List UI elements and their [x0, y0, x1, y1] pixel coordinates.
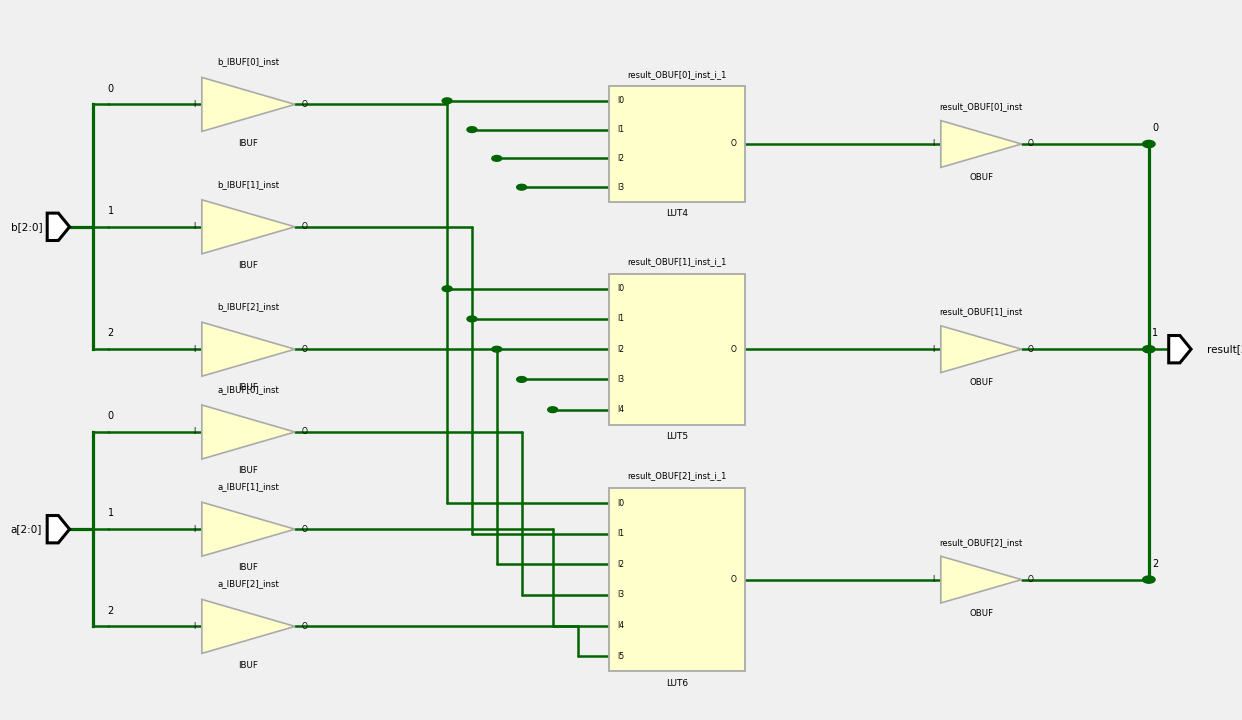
Text: O: O [1028, 345, 1033, 354]
Text: b_IBUF[2]_inst: b_IBUF[2]_inst [217, 302, 279, 311]
Text: I0: I0 [617, 96, 625, 105]
Text: O: O [301, 525, 307, 534]
Text: a[2:0]: a[2:0] [11, 524, 42, 534]
Text: b[2:0]: b[2:0] [11, 222, 42, 232]
Text: result_OBUF[0]_inst: result_OBUF[0]_inst [939, 102, 1023, 111]
Text: LUT6: LUT6 [666, 678, 688, 688]
Circle shape [1143, 140, 1155, 148]
Text: result_OBUF[2]_inst: result_OBUF[2]_inst [939, 538, 1023, 547]
Text: I: I [194, 428, 196, 436]
Text: result[2:0]: result[2:0] [1207, 344, 1242, 354]
Circle shape [442, 98, 452, 104]
Text: IBUF: IBUF [238, 563, 258, 572]
Polygon shape [201, 77, 296, 131]
Text: OBUF: OBUF [969, 378, 994, 387]
Text: a_IBUF[0]_inst: a_IBUF[0]_inst [217, 385, 279, 395]
Polygon shape [201, 405, 296, 459]
Text: IBUF: IBUF [238, 261, 258, 270]
Polygon shape [201, 599, 296, 654]
Text: I: I [933, 575, 935, 584]
Text: LUT5: LUT5 [666, 432, 688, 441]
Circle shape [467, 316, 477, 322]
Text: I1: I1 [617, 125, 625, 134]
Text: I: I [194, 345, 196, 354]
Text: I3: I3 [617, 183, 625, 192]
Text: IBUF: IBUF [238, 383, 258, 392]
Text: I: I [194, 622, 196, 631]
Text: 1: 1 [1153, 328, 1158, 338]
Bar [609, 274, 745, 425]
Circle shape [492, 346, 502, 352]
Polygon shape [941, 325, 1021, 373]
Text: 2: 2 [107, 606, 114, 616]
Bar [609, 488, 745, 671]
Text: result_OBUF[1]_inst_i_1: result_OBUF[1]_inst_i_1 [627, 257, 727, 266]
Text: I5: I5 [617, 652, 625, 661]
Text: 0: 0 [108, 411, 113, 421]
Text: I2: I2 [617, 560, 625, 569]
Text: I2: I2 [617, 345, 625, 354]
Polygon shape [1169, 336, 1191, 363]
Text: I: I [194, 222, 196, 231]
Text: O: O [301, 345, 307, 354]
Circle shape [467, 127, 477, 132]
Circle shape [442, 286, 452, 292]
Polygon shape [201, 199, 296, 253]
Text: I: I [933, 140, 935, 148]
Text: O: O [301, 100, 307, 109]
Text: O: O [301, 222, 307, 231]
Text: a_IBUF[2]_inst: a_IBUF[2]_inst [217, 580, 279, 589]
Circle shape [517, 184, 527, 190]
Polygon shape [941, 556, 1021, 603]
Polygon shape [201, 503, 296, 556]
Text: O: O [730, 140, 737, 148]
Text: I: I [194, 100, 196, 109]
Text: OBUF: OBUF [969, 609, 994, 618]
Text: O: O [730, 575, 737, 584]
Text: I3: I3 [617, 375, 625, 384]
Text: O: O [730, 345, 737, 354]
Text: I1: I1 [617, 529, 625, 539]
Text: O: O [1028, 140, 1033, 148]
Text: I0: I0 [617, 498, 625, 508]
Text: result_OBUF[2]_inst_i_1: result_OBUF[2]_inst_i_1 [627, 472, 727, 481]
Text: 2: 2 [1151, 559, 1159, 569]
Text: I: I [933, 345, 935, 354]
Text: I4: I4 [617, 405, 625, 414]
Text: 1: 1 [108, 206, 113, 216]
Circle shape [1143, 576, 1155, 583]
Polygon shape [47, 516, 70, 543]
Text: 0: 0 [108, 84, 113, 94]
Text: OBUF: OBUF [969, 173, 994, 182]
Text: result_OBUF[0]_inst_i_1: result_OBUF[0]_inst_i_1 [627, 71, 727, 79]
Text: IBUF: IBUF [238, 467, 258, 475]
Text: I4: I4 [617, 621, 625, 630]
Circle shape [1143, 346, 1155, 353]
Text: IBUF: IBUF [238, 138, 258, 148]
Text: b_IBUF[0]_inst: b_IBUF[0]_inst [217, 58, 279, 67]
Text: 2: 2 [107, 328, 114, 338]
Text: I: I [194, 525, 196, 534]
Polygon shape [47, 213, 70, 240]
Text: I1: I1 [617, 315, 625, 323]
Bar [609, 86, 745, 202]
Text: O: O [301, 428, 307, 436]
Text: result_OBUF[1]_inst: result_OBUF[1]_inst [939, 307, 1023, 317]
Text: LUT4: LUT4 [666, 209, 688, 217]
Text: a_IBUF[1]_inst: a_IBUF[1]_inst [217, 482, 279, 491]
Circle shape [492, 156, 502, 161]
Text: 0: 0 [1153, 123, 1158, 133]
Text: IBUF: IBUF [238, 661, 258, 670]
Polygon shape [941, 120, 1021, 167]
Text: O: O [301, 622, 307, 631]
Polygon shape [201, 323, 296, 376]
Text: I2: I2 [617, 154, 625, 163]
Text: O: O [1028, 575, 1033, 584]
Circle shape [548, 407, 558, 413]
Text: b_IBUF[1]_inst: b_IBUF[1]_inst [217, 180, 279, 189]
Text: I0: I0 [617, 284, 625, 293]
Text: 1: 1 [108, 508, 113, 518]
Text: I3: I3 [617, 590, 625, 599]
Circle shape [517, 377, 527, 382]
